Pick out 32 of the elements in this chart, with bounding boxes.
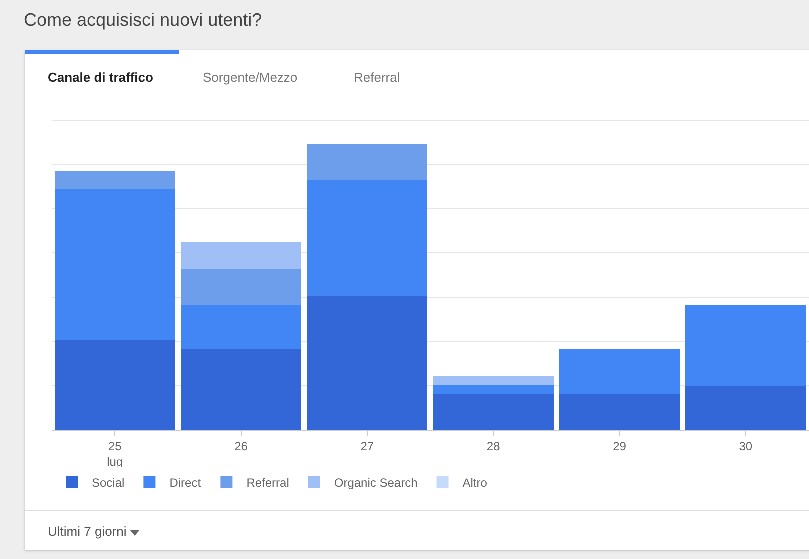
bar bbox=[560, 394, 680, 430]
x-tick-label: 30 bbox=[739, 439, 753, 454]
legend-label: Organic Search bbox=[334, 476, 418, 490]
x-tick-label: 27 bbox=[360, 439, 374, 454]
x-tick-label: 26 bbox=[234, 439, 248, 454]
bar bbox=[307, 180, 428, 296]
legend-label: Referral bbox=[246, 476, 290, 490]
bar bbox=[54, 170, 176, 190]
chart-title: Come acquisisci nuovi utenti? bbox=[24, 10, 262, 31]
legend-label: Social bbox=[92, 476, 125, 490]
bar bbox=[181, 349, 302, 430]
bar bbox=[560, 349, 680, 395]
text: Referral bbox=[354, 70, 400, 85]
bar bbox=[433, 376, 554, 386]
text: Ultimi 7 giorni bbox=[48, 524, 128, 539]
legend-label: Direct bbox=[170, 476, 202, 490]
bar bbox=[181, 270, 302, 305]
bar bbox=[54, 189, 176, 340]
bar bbox=[686, 386, 806, 430]
bar bbox=[307, 296, 428, 430]
bar bbox=[181, 242, 302, 270]
x-tick-label: 28 bbox=[486, 439, 501, 454]
bar bbox=[433, 394, 554, 430]
x-tick-label: 29 bbox=[613, 439, 627, 454]
bar bbox=[307, 144, 428, 180]
bar bbox=[686, 304, 806, 386]
legend-label: Altro bbox=[462, 476, 488, 490]
bar bbox=[433, 385, 554, 395]
text: Sorgente/Mezzo bbox=[203, 70, 298, 85]
bar bbox=[181, 304, 302, 350]
bar bbox=[54, 340, 176, 430]
text: Canale di traffico bbox=[48, 70, 154, 85]
